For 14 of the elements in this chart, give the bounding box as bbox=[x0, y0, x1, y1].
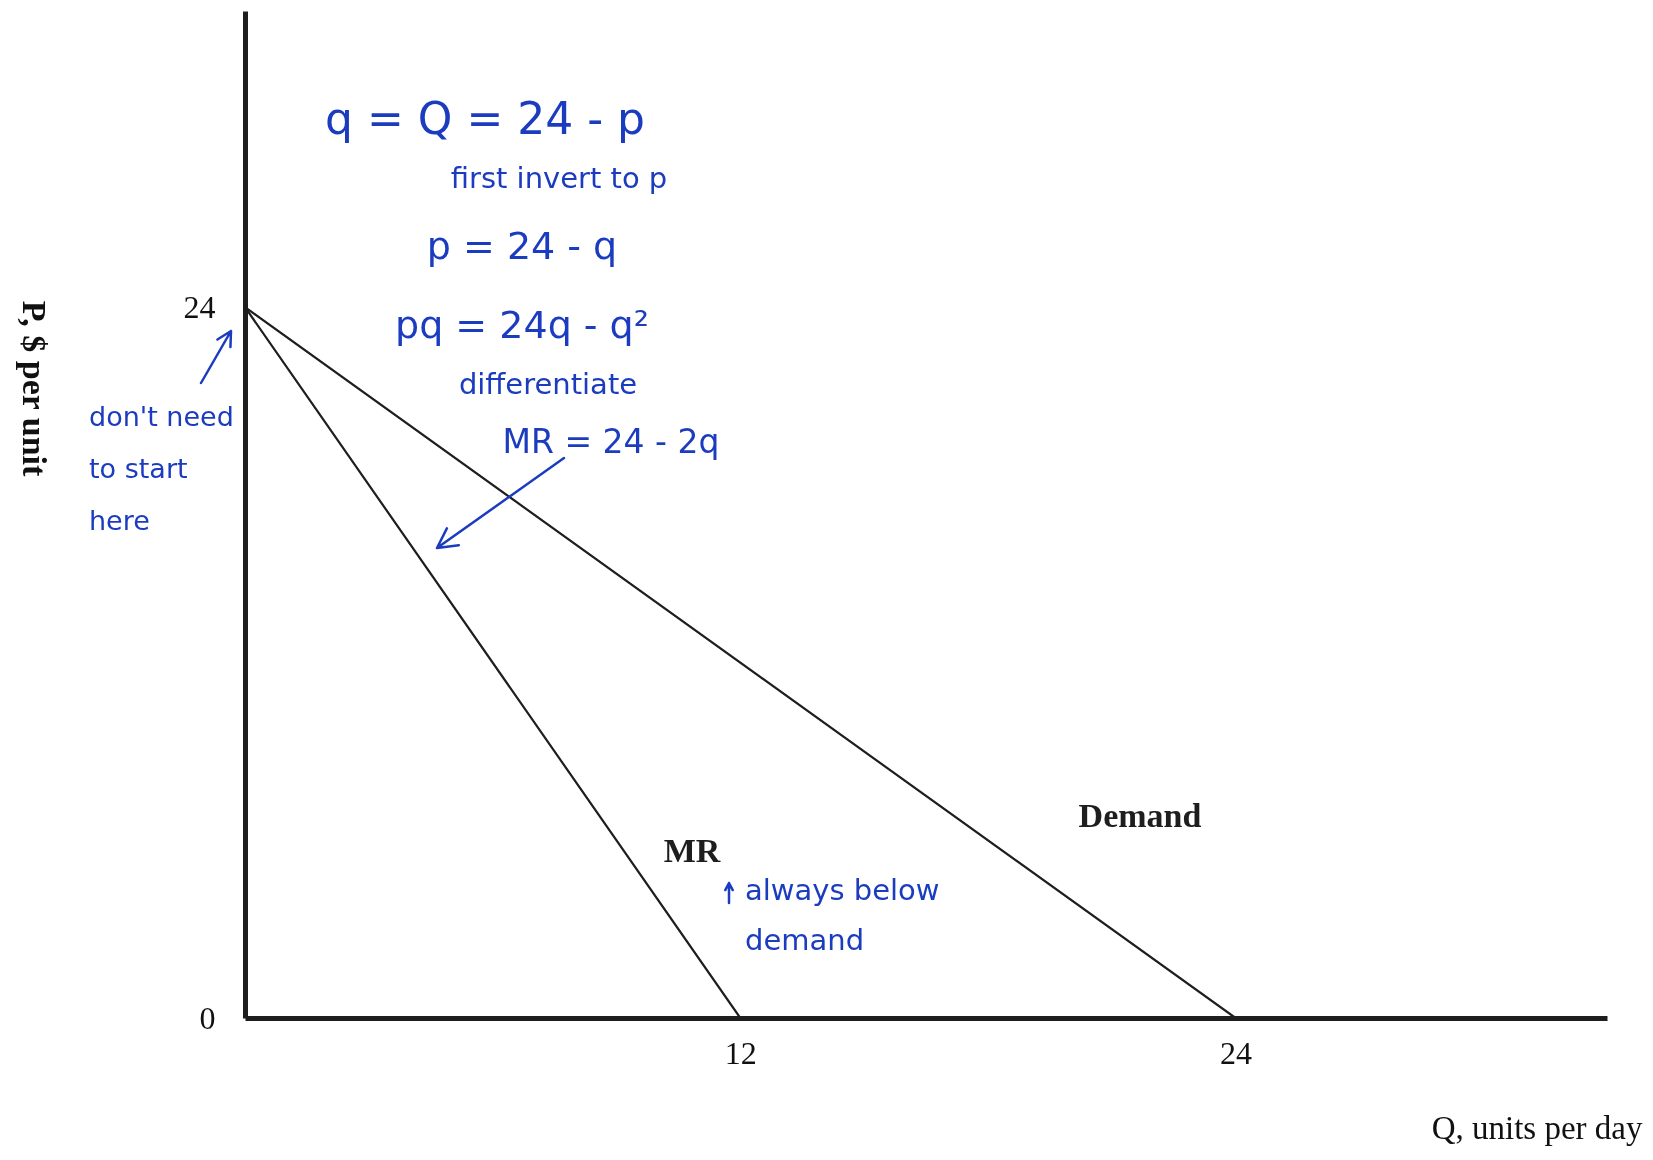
x-tick-label: 12 bbox=[724, 1034, 757, 1071]
series-label: Demand bbox=[1078, 797, 1202, 834]
y-axis-title: P, $ per unit bbox=[15, 300, 53, 478]
annotation: first invert to p bbox=[450, 161, 668, 195]
y-tick-label: 0 bbox=[199, 999, 216, 1036]
annotation: pq = 24q - q² bbox=[395, 303, 649, 347]
annotation: p = 24 - q bbox=[426, 224, 618, 268]
annotation: q = Q = 24 - p bbox=[324, 93, 646, 144]
series-label: MR bbox=[663, 832, 721, 869]
text: don't need to start here bbox=[89, 401, 234, 536]
x-axis-title: Q, units per day bbox=[1431, 1109, 1643, 1146]
annotation: always below demand bbox=[745, 873, 940, 957]
annotation: MR = 24 - 2q bbox=[502, 422, 720, 461]
annotation: differentiate bbox=[458, 367, 638, 401]
